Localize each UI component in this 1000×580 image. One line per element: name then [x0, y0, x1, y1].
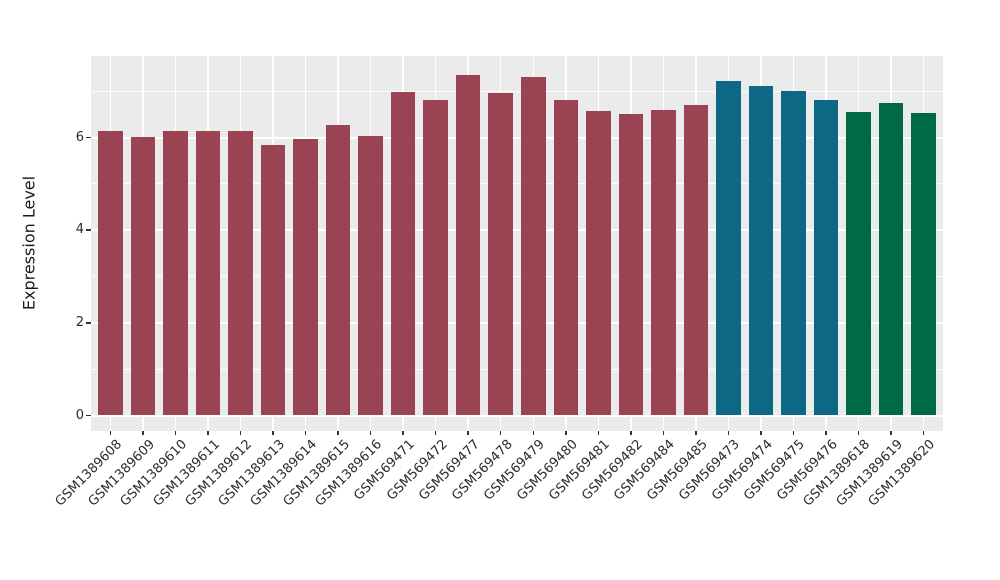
x-tick-mark — [857, 431, 860, 435]
y-tick-label: 0 — [75, 407, 84, 423]
x-tick-mark — [922, 431, 925, 435]
bar-GSM569474 — [748, 86, 774, 416]
bar-GSM1389612 — [228, 131, 253, 416]
x-tick-mark — [434, 431, 437, 435]
bar-GSM1389620 — [911, 112, 936, 416]
x-tick-mark — [369, 431, 372, 435]
x-tick-mark — [695, 431, 697, 435]
x-tick-mark — [337, 431, 339, 435]
gridline-minor — [91, 276, 943, 277]
x-tick-mark — [792, 431, 795, 435]
x-tick-mark — [304, 431, 307, 435]
bar-GSM569476 — [813, 100, 839, 416]
y-tick-mark — [86, 136, 91, 139]
x-tick-mark — [532, 431, 534, 435]
y-tick-mark — [86, 414, 91, 417]
bar-GSM1389610 — [163, 131, 188, 416]
bar-GSM1389614 — [293, 139, 318, 416]
plot-panel — [91, 56, 943, 431]
bar-GSM1389611 — [195, 131, 221, 416]
x-tick-mark — [597, 431, 600, 435]
gridline-minor — [91, 183, 943, 185]
bar-GSM1389619 — [878, 102, 904, 416]
y-tick-label: 4 — [75, 222, 84, 238]
bar-GSM1389618 — [846, 112, 871, 416]
bar-GSM569480 — [553, 100, 579, 416]
y-tick-label: 2 — [75, 314, 84, 330]
x-tick-mark — [109, 431, 112, 435]
gridline-minor — [91, 368, 943, 370]
bar-GSM1389616 — [358, 135, 383, 416]
x-tick-mark — [760, 431, 762, 435]
x-tick-mark — [890, 431, 892, 435]
gridline-major — [91, 229, 943, 232]
y-tick-mark — [86, 229, 91, 231]
x-tick-mark — [727, 431, 730, 435]
x-tick-mark — [565, 431, 567, 435]
bar-GSM569472 — [423, 99, 448, 416]
gridline-major — [91, 321, 943, 324]
gridline-major — [91, 136, 943, 139]
y-tick-mark — [86, 322, 91, 324]
x-tick-mark — [207, 431, 209, 435]
x-tick-mark — [174, 431, 177, 435]
y-axis-title: Expression Level — [19, 175, 39, 311]
gridline-major — [91, 414, 943, 417]
bar-GSM569477 — [455, 74, 481, 416]
x-tick-mark — [825, 431, 827, 435]
bar-GSM569479 — [521, 76, 546, 416]
y-tick-label: 6 — [75, 129, 84, 145]
bar-GSM569471 — [390, 92, 416, 416]
x-tick-mark — [142, 431, 144, 435]
bar-GSM569484 — [651, 109, 676, 416]
x-tick-mark — [630, 431, 632, 435]
x-tick-mark — [499, 431, 502, 435]
bar-GSM569478 — [488, 92, 513, 416]
x-tick-mark — [239, 431, 242, 435]
bar-GSM569473 — [716, 80, 741, 416]
x-tick-mark — [272, 431, 274, 435]
x-tick-mark — [402, 431, 404, 435]
bar-GSM1389609 — [130, 136, 156, 416]
gridline-minor — [91, 90, 943, 92]
bar-GSM569482 — [618, 114, 644, 416]
x-tick-mark — [467, 431, 469, 435]
bar-GSM1389613 — [260, 145, 286, 416]
bar-GSM569481 — [586, 111, 611, 416]
bar-GSM569475 — [781, 91, 806, 416]
bar-GSM569485 — [683, 105, 709, 416]
bar-GSM1389608 — [98, 131, 123, 416]
x-tick-mark — [662, 431, 665, 435]
bar-GSM1389615 — [325, 124, 351, 416]
